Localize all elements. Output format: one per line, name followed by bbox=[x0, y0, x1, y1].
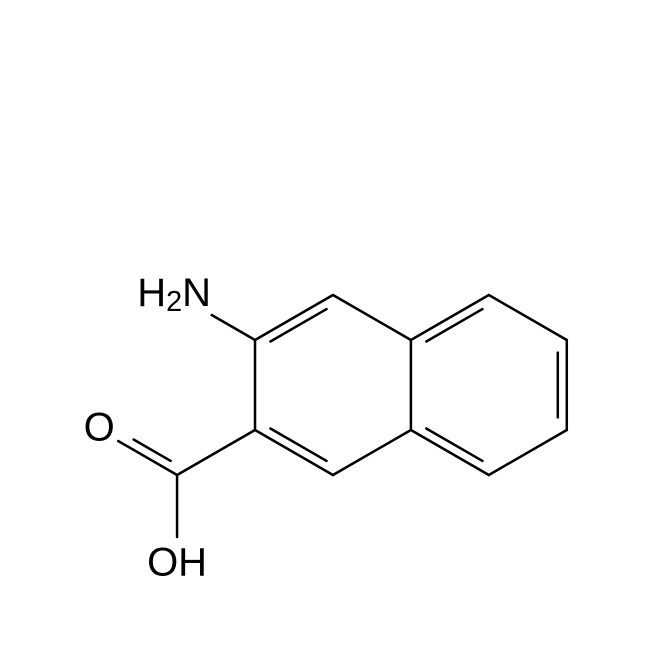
bond-line bbox=[411, 295, 489, 340]
bond-line bbox=[333, 295, 411, 340]
bond-line bbox=[255, 430, 333, 475]
bond-line bbox=[212, 315, 255, 340]
bond-line bbox=[489, 430, 567, 475]
bond-line bbox=[411, 430, 489, 475]
bond-line bbox=[333, 430, 411, 475]
hydroxy-label: OH bbox=[147, 541, 207, 585]
bond-line bbox=[134, 440, 171, 461]
oxo-oxygen-label: O bbox=[84, 406, 115, 450]
molecule-svg: O OH H2N bbox=[0, 0, 650, 650]
chemical-structure-container: O OH H2N bbox=[0, 0, 650, 650]
bond-line bbox=[489, 295, 567, 340]
amino-label: H2N bbox=[137, 271, 211, 319]
bond-line bbox=[255, 295, 333, 340]
bond-line bbox=[118, 441, 177, 475]
bond-line bbox=[177, 430, 255, 475]
